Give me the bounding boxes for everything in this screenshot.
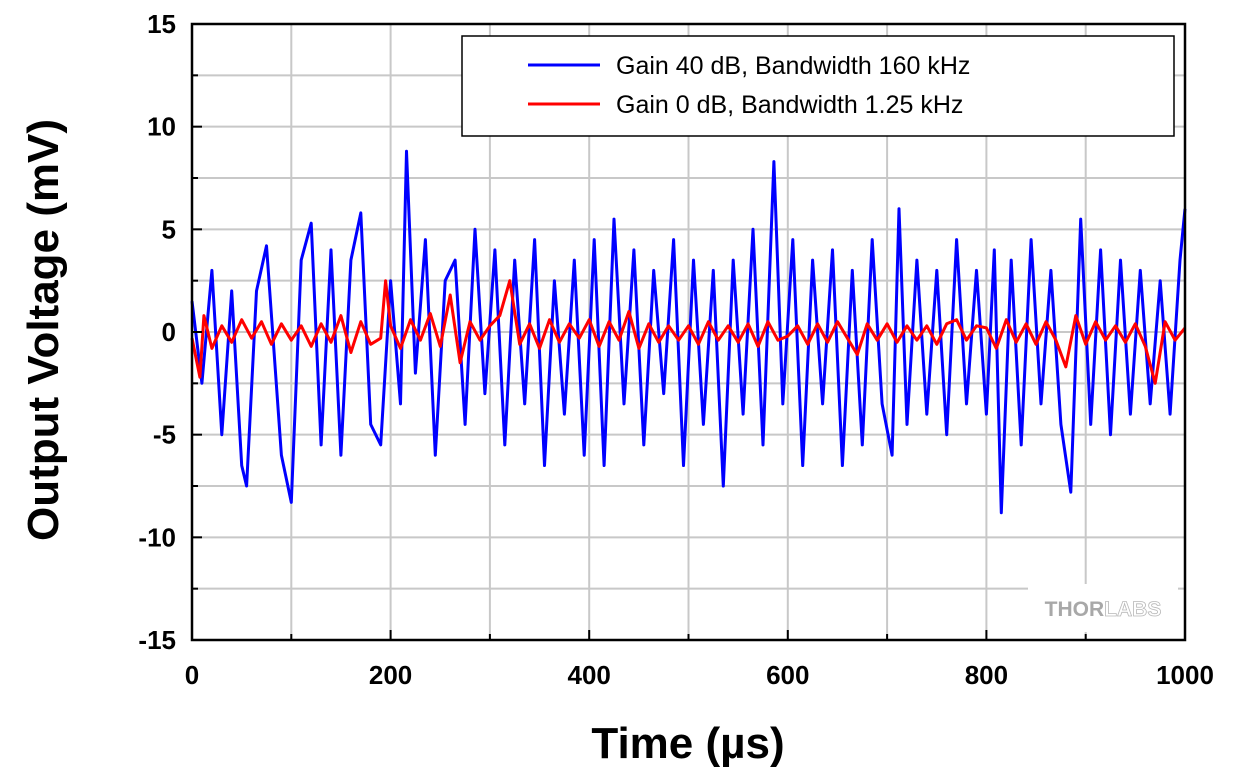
y-tick-label: -10	[138, 522, 176, 552]
svg-text:THORLABS: THORLABS	[1045, 598, 1162, 621]
logo-text-labs: LABS	[1104, 598, 1161, 621]
x-tick-labels: 0 200 400 600 800 1000	[185, 660, 1214, 690]
thorlabs-logo: THORLABS	[1028, 584, 1178, 632]
y-tick-label: -5	[153, 420, 176, 450]
y-tick-label: 10	[147, 112, 176, 142]
y-tick-label: 0	[162, 317, 176, 347]
series-line-1	[190, 149, 1187, 515]
y-axis-title: Output Voltage (mV)	[19, 119, 68, 541]
legend-label-series-2: Gain 0 dB, Bandwidth 1.25 kHz	[616, 91, 963, 119]
x-tick-label: 200	[369, 660, 412, 690]
axis-ticks	[191, 23, 1186, 641]
y-tick-label: 5	[162, 214, 176, 244]
x-tick-label: 600	[766, 660, 809, 690]
logo-text-thor: THOR	[1045, 598, 1105, 621]
series-line-2	[190, 279, 1187, 385]
x-tick-label: 400	[568, 660, 611, 690]
y-tick-label: -15	[138, 625, 176, 655]
series-layer	[190, 149, 1187, 515]
x-tick-label: 0	[185, 660, 199, 690]
legend-label-series-1: Gain 40 dB, Bandwidth 160 kHz	[616, 52, 970, 80]
x-tick-label: 1000	[1156, 660, 1214, 690]
logo-backdrop	[1028, 584, 1178, 632]
y-tick-labels: 15 10 5 0 -5 -10 -15	[138, 9, 176, 655]
x-tick-label: 800	[965, 660, 1008, 690]
legend: Gain 40 dB, Bandwidth 160 kHz Gain 0 dB,…	[461, 35, 1175, 137]
y-tick-label: 15	[147, 9, 176, 39]
legend-box	[461, 35, 1175, 137]
x-axis-title: Time (µs)	[591, 719, 784, 768]
